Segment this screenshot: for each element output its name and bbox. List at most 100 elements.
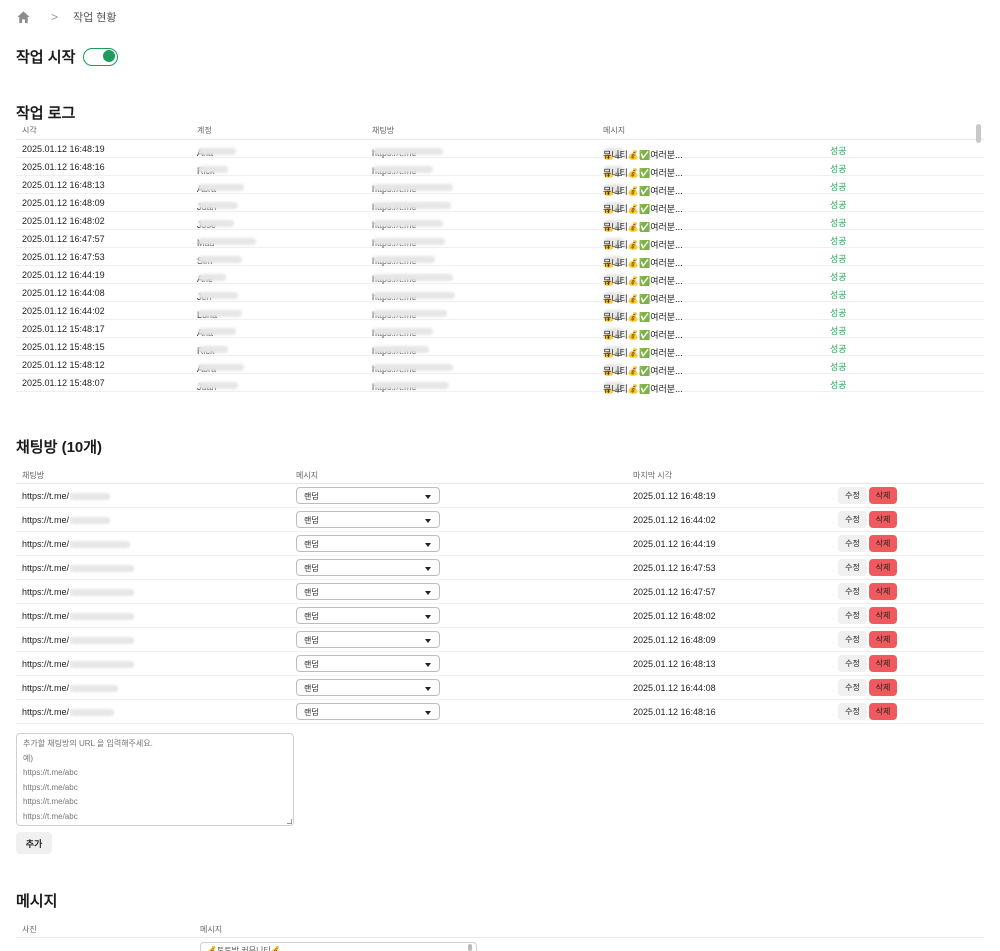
blurred-text bbox=[70, 493, 111, 501]
delete-room-button[interactable]: 삭제 bbox=[869, 679, 897, 696]
log-status: 성공 bbox=[830, 344, 847, 354]
room-message-select[interactable]: 랜덤 bbox=[296, 631, 440, 648]
room-message-select[interactable]: 랜덤 bbox=[296, 655, 440, 672]
room-message-select[interactable]: 랜덤 bbox=[296, 535, 440, 552]
chevron-down-icon bbox=[425, 543, 431, 547]
work-start-toggle[interactable] bbox=[83, 47, 119, 66]
delete-room-button[interactable]: 삭제 bbox=[869, 487, 897, 504]
log-message-start: 💰토 bbox=[603, 330, 623, 340]
delete-room-button[interactable]: 삭제 bbox=[869, 559, 897, 576]
work-start-header: 작업 시작 bbox=[16, 46, 119, 67]
blurred-text bbox=[373, 346, 429, 353]
blurred-text bbox=[373, 274, 453, 281]
blurred-text bbox=[604, 220, 624, 227]
log-message-start: 💰토 bbox=[603, 204, 623, 214]
blurred-text bbox=[198, 220, 234, 227]
room-message-value: 랜덤 bbox=[304, 540, 319, 549]
edit-room-button[interactable]: 수정 bbox=[838, 679, 867, 696]
chevron-down-icon bbox=[425, 519, 431, 523]
blurred-text bbox=[198, 310, 242, 317]
room-message-select[interactable]: 랜덤 bbox=[296, 559, 440, 576]
room-url: https://t.me/ bbox=[22, 563, 135, 573]
edit-room-button[interactable]: 수정 bbox=[838, 535, 867, 552]
blurred-text bbox=[198, 274, 226, 281]
blurred-text bbox=[198, 292, 238, 299]
log-status: 성공 bbox=[830, 254, 847, 264]
blurred-text bbox=[373, 292, 455, 299]
log-scrollbar[interactable] bbox=[976, 124, 981, 143]
delete-room-button[interactable]: 삭제 bbox=[869, 583, 897, 600]
log-status: 성공 bbox=[830, 236, 847, 246]
edit-room-button[interactable]: 수정 bbox=[838, 607, 867, 624]
room-url: https://t.me/ bbox=[22, 491, 111, 501]
work-start-title: 작업 시작 bbox=[16, 49, 76, 66]
message-text-field[interactable]: 💰토토방 커뮤니티💰 bbox=[200, 942, 477, 951]
chevron-down-icon bbox=[425, 591, 431, 595]
room-row: https://t.me/랜덤 2025.01.12 16:48:02 수정 삭제 bbox=[16, 604, 984, 628]
log-table-body: 2025.01.12 16:48:19Anahttps://t.me💰토뮤니티💰… bbox=[16, 140, 984, 394]
edit-room-button[interactable]: 수정 bbox=[838, 511, 867, 528]
blurred-text bbox=[373, 238, 445, 245]
log-status: 성공 bbox=[830, 362, 847, 372]
log-message-start: 💰토 bbox=[603, 294, 623, 304]
blurred-text bbox=[373, 328, 433, 335]
log-time: 2025.01.12 16:48:13 bbox=[22, 180, 105, 190]
log-time: 2025.01.12 16:48:09 bbox=[22, 198, 105, 208]
room-url: https://t.me/ bbox=[22, 539, 131, 549]
log-status: 성공 bbox=[830, 164, 847, 174]
edit-room-button[interactable]: 수정 bbox=[838, 559, 867, 576]
chevron-down-icon bbox=[425, 687, 431, 691]
col-photo: 사진 bbox=[22, 925, 37, 934]
room-url: https://t.me/ bbox=[22, 707, 115, 717]
delete-room-button[interactable]: 삭제 bbox=[869, 655, 897, 672]
delete-room-button[interactable]: 삭제 bbox=[869, 511, 897, 528]
add-room-button[interactable]: 추가 bbox=[16, 832, 52, 854]
room-message-select[interactable]: 랜덤 bbox=[296, 679, 440, 696]
room-message-select[interactable]: 랜덤 bbox=[296, 487, 440, 504]
chevron-down-icon bbox=[425, 639, 431, 643]
edit-room-button[interactable]: 수정 bbox=[838, 583, 867, 600]
home-icon[interactable] bbox=[16, 10, 31, 25]
room-row: https://t.me/랜덤 2025.01.12 16:44:19 수정 삭제 bbox=[16, 532, 984, 556]
room-message-select[interactable]: 랜덤 bbox=[296, 583, 440, 600]
edit-room-button[interactable]: 수정 bbox=[838, 703, 867, 720]
edit-room-button[interactable]: 수정 bbox=[838, 487, 867, 504]
log-message-end: 뮤니티💰✅여러분... bbox=[603, 258, 683, 268]
room-url: https://t.me/ bbox=[22, 635, 135, 645]
log-message-end: 뮤니티💰✅여러분... bbox=[603, 204, 683, 214]
blurred-text bbox=[373, 220, 443, 227]
room-row: https://t.me/랜덤 2025.01.12 16:48:19 수정 삭제 bbox=[16, 484, 984, 508]
edit-room-button[interactable]: 수정 bbox=[838, 655, 867, 672]
room-url: https://t.me/ bbox=[22, 611, 135, 621]
log-message-end: 뮤니티💰✅여러분... bbox=[603, 366, 683, 376]
resize-grip-icon[interactable] bbox=[287, 819, 292, 824]
log-message-start: 💰토 bbox=[603, 366, 623, 376]
message-scrollbar[interactable] bbox=[468, 944, 472, 951]
log-message-start: 💰토 bbox=[603, 222, 623, 232]
edit-room-button[interactable]: 수정 bbox=[838, 631, 867, 648]
chevron-down-icon bbox=[425, 663, 431, 667]
delete-room-button[interactable]: 삭제 bbox=[869, 607, 897, 624]
room-message-select[interactable]: 랜덤 bbox=[296, 511, 440, 528]
log-row: 2025.01.12 15:48:17Anahttps://t.me💰토뮤니티💰… bbox=[16, 320, 984, 340]
rooms-table-body: https://t.me/랜덤 2025.01.12 16:48:19 수정 삭제 ht… bbox=[16, 484, 984, 724]
log-message-start: 💰토 bbox=[603, 276, 623, 286]
room-last-time: 2025.01.12 16:48:16 bbox=[633, 707, 716, 717]
room-message-select[interactable]: 랜덤 bbox=[296, 703, 440, 720]
room-message-select[interactable]: 랜덤 bbox=[296, 607, 440, 624]
room-message-value: 랜덤 bbox=[304, 564, 319, 573]
delete-room-button[interactable]: 삭제 bbox=[869, 703, 897, 720]
delete-room-button[interactable]: 삭제 bbox=[869, 535, 897, 552]
blurred-text bbox=[70, 613, 135, 621]
room-url-text: https://t.me/ bbox=[22, 635, 70, 645]
log-message-start: 💰토 bbox=[603, 240, 623, 250]
log-status: 성공 bbox=[830, 200, 847, 210]
add-room-input[interactable] bbox=[16, 733, 294, 826]
log-table-header: 시각 계정 채팅방 메시지 bbox=[16, 120, 984, 140]
room-last-time: 2025.01.12 16:44:02 bbox=[633, 515, 716, 525]
blurred-text bbox=[198, 256, 242, 263]
delete-room-button[interactable]: 삭제 bbox=[869, 631, 897, 648]
room-message-value: 랜덤 bbox=[304, 612, 319, 621]
blurred-text bbox=[373, 310, 447, 317]
log-status: 성공 bbox=[830, 326, 847, 336]
